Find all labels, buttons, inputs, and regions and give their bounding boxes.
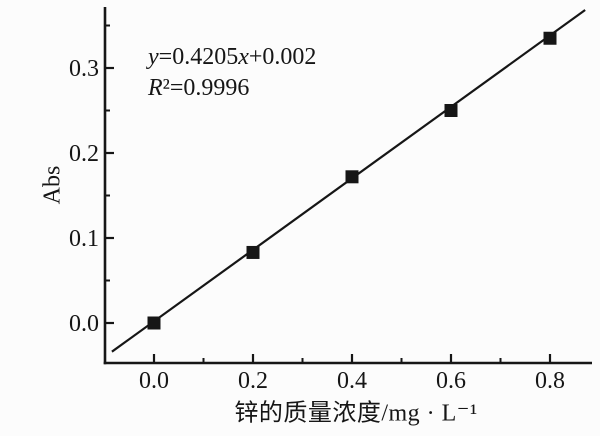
fit-equation-text: y=0.4205x+0.002 <box>148 44 317 70</box>
data-point-marker <box>147 316 161 330</box>
y-tick-label: 0.1 <box>69 226 99 252</box>
x-tick-label: 0.4 <box>337 368 367 394</box>
data-point-marker <box>543 31 557 45</box>
y-tick-label: 0.3 <box>69 56 99 82</box>
x-tick-label: 0.6 <box>436 368 466 394</box>
x-axis-title: 锌的质量浓度/mg · L⁻¹ <box>234 400 478 427</box>
x-tick-label: 0.0 <box>139 368 169 394</box>
y-tick-label: 0.0 <box>69 311 99 337</box>
fit-annotation: y=0.4205x+0.002 R²=0.9996 <box>148 42 316 104</box>
data-point-marker <box>444 104 458 117</box>
y-tick-label: 0.2 <box>69 141 99 167</box>
x-tick-label: 0.2 <box>238 368 268 394</box>
data-point-marker <box>246 245 260 259</box>
x-tick-label: 0.8 <box>535 368 565 394</box>
y-axis-title: Abs <box>39 165 66 205</box>
data-point-marker <box>345 170 359 184</box>
r-squared-text: R²=0.9996 <box>148 75 250 101</box>
